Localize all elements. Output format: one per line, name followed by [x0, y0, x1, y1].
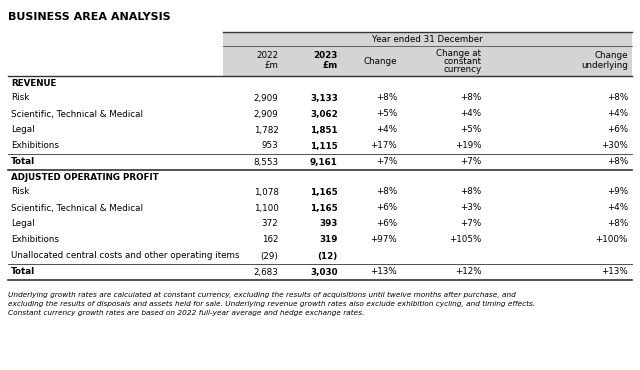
Text: 1,115: 1,115 — [310, 141, 338, 151]
Text: 1,100: 1,100 — [253, 204, 278, 212]
Text: +6%: +6% — [376, 204, 397, 212]
Text: underlying: underlying — [581, 61, 628, 70]
Text: +4%: +4% — [607, 204, 628, 212]
Text: BUSINESS AREA ANALYSIS: BUSINESS AREA ANALYSIS — [8, 12, 171, 22]
Text: REVENUE: REVENUE — [11, 78, 56, 87]
Text: +8%: +8% — [607, 219, 628, 229]
Text: Scientific, Technical & Medical: Scientific, Technical & Medical — [11, 110, 143, 118]
Text: +5%: +5% — [376, 110, 397, 118]
Text: +4%: +4% — [376, 125, 397, 135]
Text: (29): (29) — [260, 252, 278, 260]
Bar — [223, 46, 632, 76]
Text: 8,553: 8,553 — [253, 158, 278, 166]
Text: 9,161: 9,161 — [310, 158, 338, 166]
Text: Total: Total — [11, 268, 35, 276]
Text: excluding the results of disposals and assets held for sale. Underlying revenue : excluding the results of disposals and a… — [8, 301, 535, 307]
Text: +100%: +100% — [596, 235, 628, 245]
Text: 3,030: 3,030 — [310, 268, 338, 276]
Text: Scientific, Technical & Medical: Scientific, Technical & Medical — [11, 204, 143, 212]
Text: Year ended 31 December: Year ended 31 December — [372, 34, 483, 44]
Text: £m: £m — [323, 61, 338, 70]
Text: constant: constant — [444, 57, 481, 65]
Text: +8%: +8% — [607, 158, 628, 166]
Text: 953: 953 — [262, 141, 278, 151]
Text: 2022: 2022 — [257, 51, 278, 61]
Text: 1,165: 1,165 — [310, 188, 338, 196]
Text: +19%: +19% — [455, 141, 481, 151]
Text: Constant currency growth rates are based on 2022 full-year average and hedge exc: Constant currency growth rates are based… — [8, 310, 364, 316]
Text: 1,782: 1,782 — [253, 125, 278, 135]
Text: +4%: +4% — [607, 110, 628, 118]
Text: currency: currency — [444, 64, 481, 74]
Text: Total: Total — [11, 158, 35, 166]
Text: +7%: +7% — [376, 158, 397, 166]
Text: Exhibitions: Exhibitions — [11, 235, 59, 245]
Text: £m: £m — [265, 61, 278, 70]
Text: +13%: +13% — [601, 268, 628, 276]
Text: Change at: Change at — [436, 48, 481, 57]
Text: 162: 162 — [262, 235, 278, 245]
Text: Risk: Risk — [11, 94, 29, 102]
Text: +8%: +8% — [460, 94, 481, 102]
Text: +7%: +7% — [460, 219, 481, 229]
Text: 1,851: 1,851 — [310, 125, 338, 135]
Text: +12%: +12% — [455, 268, 481, 276]
Text: +4%: +4% — [460, 110, 481, 118]
Text: Underlying growth rates are calculated at constant currency, excluding the resul: Underlying growth rates are calculated a… — [8, 292, 516, 298]
Text: 2,683: 2,683 — [253, 268, 278, 276]
Text: +13%: +13% — [371, 268, 397, 276]
Text: +8%: +8% — [376, 188, 397, 196]
Bar — [223, 32, 632, 46]
Text: Change: Change — [595, 51, 628, 61]
Text: Exhibitions: Exhibitions — [11, 141, 59, 151]
Text: +9%: +9% — [607, 188, 628, 196]
Text: +3%: +3% — [460, 204, 481, 212]
Text: 1,078: 1,078 — [253, 188, 278, 196]
Text: ADJUSTED OPERATING PROFIT: ADJUSTED OPERATING PROFIT — [11, 172, 159, 182]
Text: 3,062: 3,062 — [310, 110, 338, 118]
Text: 2,909: 2,909 — [254, 110, 278, 118]
Text: 372: 372 — [262, 219, 278, 229]
Text: 393: 393 — [319, 219, 338, 229]
Text: 3,133: 3,133 — [310, 94, 338, 102]
Text: 2,909: 2,909 — [254, 94, 278, 102]
Text: Change: Change — [364, 57, 397, 65]
Text: 2023: 2023 — [314, 51, 338, 61]
Text: +7%: +7% — [460, 158, 481, 166]
Text: +105%: +105% — [449, 235, 481, 245]
Text: +30%: +30% — [601, 141, 628, 151]
Text: Legal: Legal — [11, 125, 35, 135]
Text: +97%: +97% — [371, 235, 397, 245]
Text: Legal: Legal — [11, 219, 35, 229]
Text: 1,165: 1,165 — [310, 204, 338, 212]
Text: 319: 319 — [319, 235, 338, 245]
Text: +8%: +8% — [460, 188, 481, 196]
Text: +5%: +5% — [460, 125, 481, 135]
Text: +8%: +8% — [376, 94, 397, 102]
Text: +6%: +6% — [607, 125, 628, 135]
Text: +17%: +17% — [371, 141, 397, 151]
Text: Risk: Risk — [11, 188, 29, 196]
Text: +6%: +6% — [376, 219, 397, 229]
Text: (12): (12) — [317, 252, 338, 260]
Text: Unallocated central costs and other operating items: Unallocated central costs and other oper… — [11, 252, 239, 260]
Text: +8%: +8% — [607, 94, 628, 102]
